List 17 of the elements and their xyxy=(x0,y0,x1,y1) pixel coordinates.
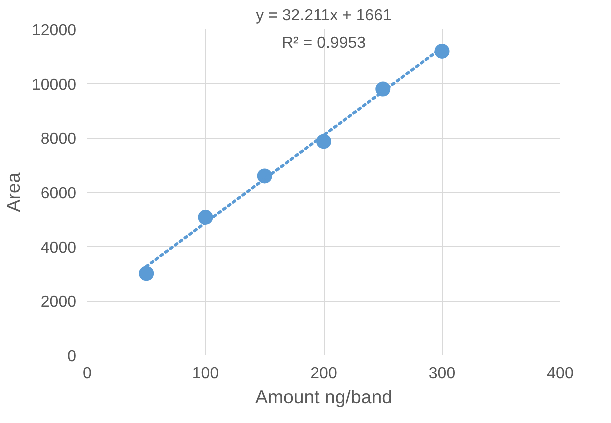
x-axis-title: Amount ng/band xyxy=(256,386,392,408)
y-axis-title: Area xyxy=(3,172,24,212)
x-tick-label: 300 xyxy=(428,366,456,382)
point xyxy=(139,266,154,282)
y-tick-label: 8000 xyxy=(40,131,77,148)
y-tick-label: 6000 xyxy=(40,186,77,202)
x-tick-label: 200 xyxy=(310,366,338,382)
y-tick-label: 2000 xyxy=(40,294,77,312)
y-tick-label: 10000 xyxy=(32,76,77,94)
x-tick-label: 400 xyxy=(547,366,574,382)
y-tick-label: 0 xyxy=(68,348,77,366)
x-tick-label: 0 xyxy=(83,366,92,382)
annotation: R² = 0.9953 xyxy=(282,35,366,52)
x-tick-label: 100 xyxy=(192,366,220,382)
text: y = 32.211x + 1661 xyxy=(256,8,392,24)
y-tick-label: 4000 xyxy=(40,240,77,257)
y-tick-label: 12000 xyxy=(32,22,77,40)
